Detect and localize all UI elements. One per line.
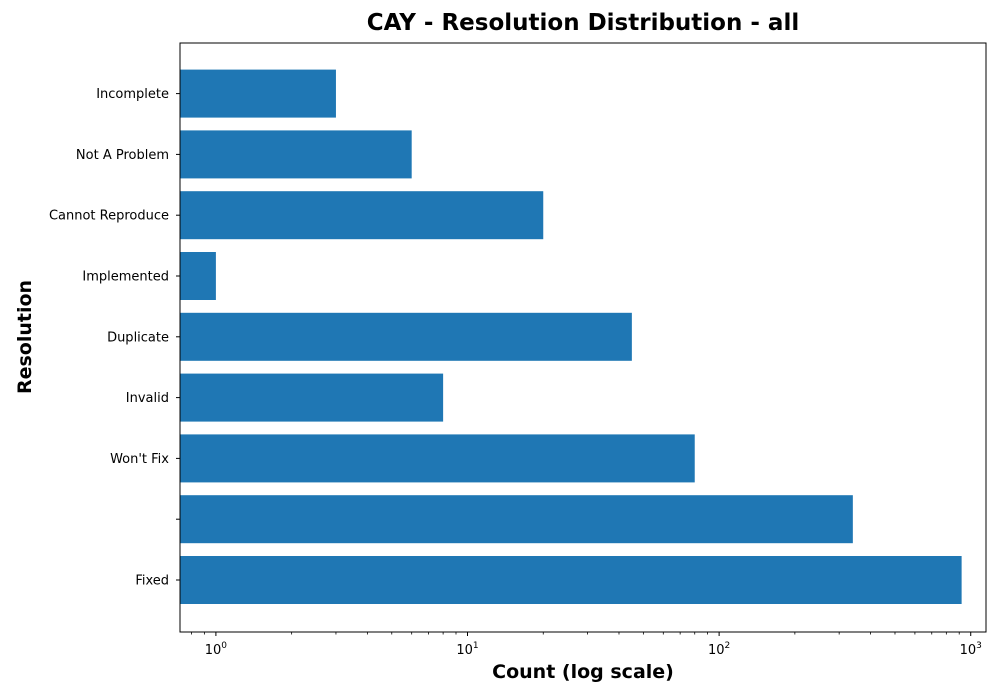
x-tick-label: 102 <box>708 641 730 658</box>
plot-frame <box>179 42 987 633</box>
bar-won-t-fix <box>180 434 695 483</box>
bar-cannot-reproduce <box>180 191 544 240</box>
bar-implemented <box>180 252 216 300</box>
chart-title: CAY - Resolution Distribution - all <box>366 10 800 36</box>
bar-not-a-problem <box>180 130 412 179</box>
y-tick-label: Won't Fix <box>110 452 169 467</box>
bar-fixed <box>180 556 962 604</box>
x-tick-label: 103 <box>960 641 982 658</box>
bar-blank <box>180 495 853 544</box>
x-tick-label: 100 <box>205 641 228 658</box>
y-tick-label: Invalid <box>126 391 169 406</box>
y-tick-label: Implemented <box>82 270 169 285</box>
bar-duplicate <box>180 312 632 361</box>
y-tick-label: Not A Problem <box>76 148 169 163</box>
y-tick-label: Fixed <box>135 574 169 589</box>
y-tick-label: Duplicate <box>107 330 169 345</box>
bar-incomplete <box>180 69 336 118</box>
x-axis-label: Count (log scale) <box>492 661 674 683</box>
y-tick-label: Incomplete <box>96 87 169 102</box>
y-tick-label: Cannot Reproduce <box>49 209 169 224</box>
bar-invalid <box>180 373 444 422</box>
x-tick-label: 101 <box>456 641 478 658</box>
